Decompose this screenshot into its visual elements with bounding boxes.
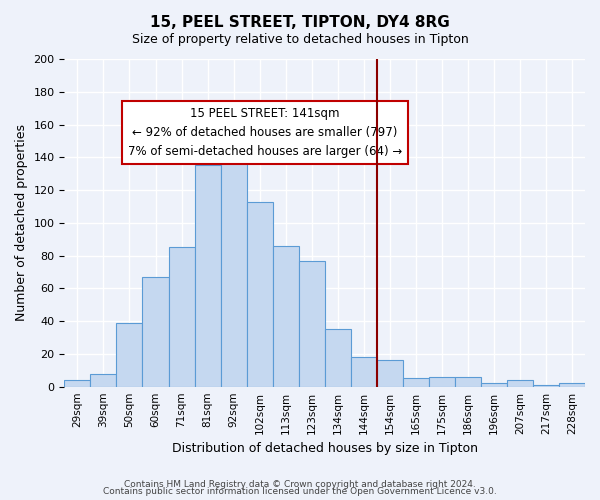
Bar bbox=[64, 380, 91, 386]
Text: Size of property relative to detached houses in Tipton: Size of property relative to detached ho… bbox=[131, 32, 469, 46]
Bar bbox=[299, 260, 325, 386]
Bar bbox=[559, 384, 585, 386]
Bar bbox=[533, 385, 559, 386]
Text: Contains public sector information licensed under the Open Government Licence v3: Contains public sector information licen… bbox=[103, 487, 497, 496]
X-axis label: Distribution of detached houses by size in Tipton: Distribution of detached houses by size … bbox=[172, 442, 478, 455]
Bar bbox=[429, 377, 455, 386]
Bar bbox=[403, 378, 429, 386]
Text: 15 PEEL STREET: 141sqm
← 92% of detached houses are smaller (797)
7% of semi-det: 15 PEEL STREET: 141sqm ← 92% of detached… bbox=[128, 107, 402, 158]
Bar bbox=[169, 248, 194, 386]
Bar bbox=[272, 246, 299, 386]
Bar bbox=[247, 202, 272, 386]
Bar bbox=[455, 377, 481, 386]
Bar bbox=[351, 357, 377, 386]
Bar bbox=[194, 166, 221, 386]
Text: Contains HM Land Registry data © Crown copyright and database right 2024.: Contains HM Land Registry data © Crown c… bbox=[124, 480, 476, 489]
Bar bbox=[481, 384, 507, 386]
Bar bbox=[116, 323, 142, 386]
Bar bbox=[377, 360, 403, 386]
Y-axis label: Number of detached properties: Number of detached properties bbox=[15, 124, 28, 322]
Bar bbox=[91, 374, 116, 386]
Bar bbox=[325, 330, 351, 386]
Text: 15, PEEL STREET, TIPTON, DY4 8RG: 15, PEEL STREET, TIPTON, DY4 8RG bbox=[150, 15, 450, 30]
Bar bbox=[221, 124, 247, 386]
Bar bbox=[142, 277, 169, 386]
Bar bbox=[507, 380, 533, 386]
